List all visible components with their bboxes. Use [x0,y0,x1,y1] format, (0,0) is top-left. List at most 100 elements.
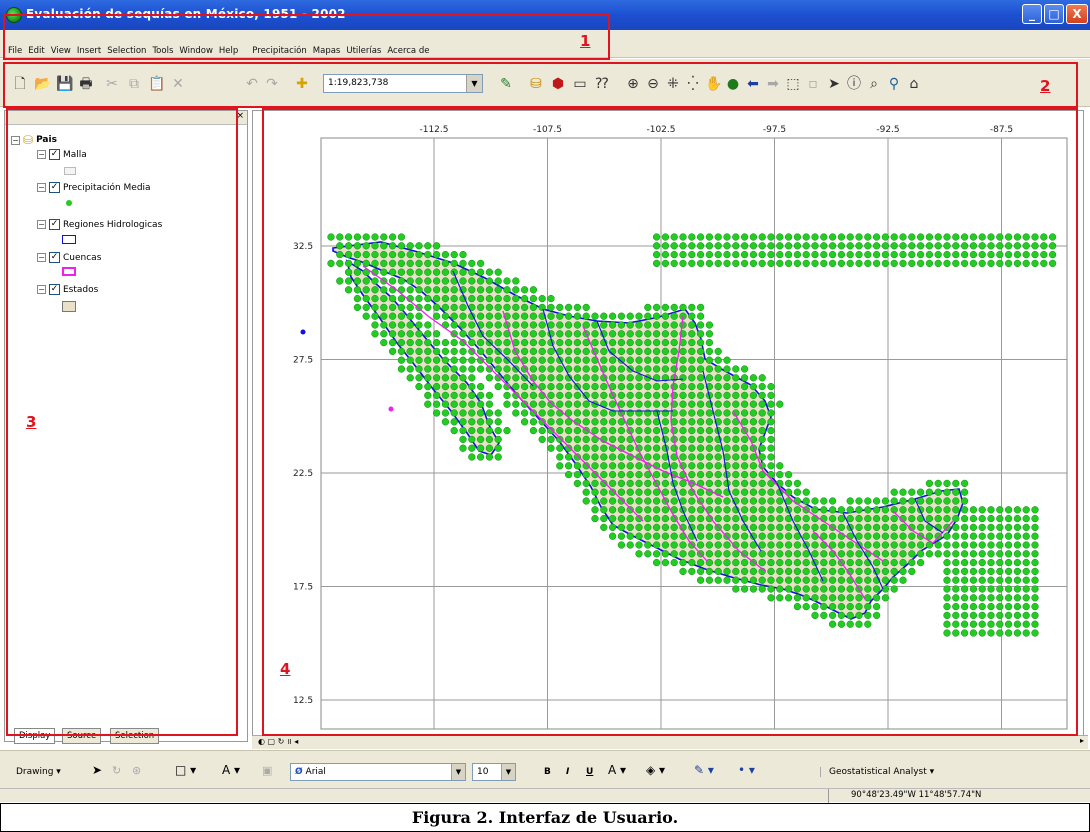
measure-icon[interactable]: ⚲ [888,76,900,92]
clear-selection-icon[interactable]: ▫ [808,76,818,92]
tab-source[interactable]: Source [62,728,102,744]
precipitation-point [705,453,714,461]
toc-layer-malla[interactable]: − ✓ Malla [37,149,87,160]
print-icon[interactable]: 🖶 [79,76,93,92]
menu-view[interactable]: View [50,46,71,56]
menu-utilerias[interactable]: Utilerías [346,46,382,56]
menu-precipitacion[interactable]: Precipitación [252,46,307,56]
menu-insert[interactable]: Insert [76,46,102,56]
forward-icon[interactable]: ➡ [767,76,779,92]
line-color-icon[interactable]: ✎ ▾ [694,763,714,777]
fixed-zoom-in-icon[interactable]: ⁜ [667,76,679,92]
zoom-whole-page-icon[interactable]: ⊛ [132,764,142,777]
menu-selection[interactable]: Selection [107,46,147,56]
collapse-icon[interactable]: − [37,220,46,229]
menu-tools[interactable]: Tools [152,46,174,56]
menu-mapas[interactable]: Mapas [312,46,341,56]
precipitation-point [503,382,511,391]
restore-button[interactable]: □ [1044,4,1064,24]
scroll-right-icon[interactable]: ▸ [1079,736,1084,745]
add-data-icon[interactable]: ✚ [296,76,308,92]
toc-root[interactable]: − ⛁ Pais [11,133,57,147]
map-view[interactable]: -112.5 -107.5 -102.5 -97.5 -92.5 -87.5 32.5 27.… [252,110,1084,740]
close-button[interactable]: X [1066,4,1088,24]
save-icon[interactable]: 💾 [56,76,74,92]
arccatalog-icon[interactable]: ⛁ [530,76,542,92]
precipitation-point [679,418,687,426]
visibility-checkbox[interactable]: ✓ [49,284,60,295]
toc-layer-regiones[interactable]: − ✓ Regiones Hidrologicas [37,219,162,230]
chevron-down-icon[interactable]: ▼ [451,764,465,780]
drawing-menu[interactable]: Drawing ▾ [16,767,61,777]
menu-window[interactable]: Window [179,46,213,56]
title-bar: Evaluación de sequías en México, 1951 - … [0,0,1090,30]
find-icon[interactable]: ⌕ [870,76,878,92]
hyperlink-icon[interactable]: ⌂ [909,76,919,92]
open-icon[interactable]: 📂 [34,76,52,92]
menu-acerca-de[interactable]: Acerca de [387,46,430,56]
text-tool-icon[interactable]: A ▾ [222,763,241,777]
toc-layer-estados[interactable]: − ✓ Estados [37,284,98,295]
italic-button[interactable]: I [566,767,570,777]
zoom-in-icon[interactable]: ⊕ [627,76,639,92]
redo-icon[interactable]: ↷ [266,76,278,92]
new-icon[interactable]: 🗋 [14,76,26,92]
undo-icon[interactable]: ↶ [246,76,258,92]
rectangle-icon[interactable]: □ ▾ [175,763,197,777]
editor-icon[interactable]: ✎ [500,76,512,92]
window-icon[interactable]: ▭ [573,76,587,92]
visibility-checkbox[interactable]: ✓ [49,252,60,263]
fill-color-icon[interactable]: ◈ ▾ [646,763,666,777]
map-scrollbar[interactable]: ◐ ▢ ↻ ॥ ◂ ▸ [252,735,1088,749]
chevron-down-icon[interactable]: ▼ [501,764,515,780]
collapse-icon[interactable]: − [37,253,46,262]
menu-help[interactable]: Help [218,46,239,56]
collapse-icon[interactable]: − [37,183,46,192]
select-elements-icon[interactable]: ➤ [92,763,103,777]
underline-button[interactable]: U [586,767,594,777]
paste-icon[interactable]: 📋 [148,76,166,92]
delete-icon[interactable]: ✕ [172,76,184,92]
precipitation-point [1013,541,1022,549]
identify-icon[interactable]: ⓘ [847,76,861,92]
chevron-down-icon[interactable]: ▼ [466,75,482,92]
arctoolbox-icon[interactable]: ⬢ [551,76,565,92]
select-features-icon[interactable]: ⬚ [786,76,800,92]
bold-button[interactable]: B [544,767,551,777]
collapse-icon[interactable]: − [11,135,20,145]
minimize-button[interactable]: _ [1022,4,1042,24]
tab-selection[interactable]: Selection [110,728,160,744]
map-scale-combo[interactable]: 1:19,823,738 ▼ [323,74,483,93]
visibility-checkbox[interactable]: ✓ [49,182,60,193]
visibility-checkbox[interactable]: ✓ [49,149,60,160]
tab-display[interactable]: Display [14,728,56,744]
new-text-icon[interactable]: ▣ [262,764,273,777]
precipitation-point [424,259,432,268]
whats-this-icon[interactable]: ⁇ [595,76,609,92]
precipitation-point [723,506,731,514]
visibility-checkbox[interactable]: ✓ [49,219,60,230]
toc-layer-precipitacion[interactable]: − ✓ Precipitación Media [37,182,151,193]
map-canvas[interactable]: -112.5 -107.5 -102.5 -97.5 -92.5 -87.532.527.… [253,111,1083,739]
cut-icon[interactable]: ✂ [106,76,118,92]
rotate-icon[interactable]: ↻ [112,764,122,777]
geostatistical-analyst-menu[interactable]: Geostatistical Analyst ▾ [820,767,934,777]
zoom-out-icon[interactable]: ⊖ [647,76,659,92]
font-size-select[interactable]: 10 ▼ [472,763,516,781]
data-view-icon[interactable]: ◐ ▢ ↻ ॥ ◂ [258,737,299,746]
collapse-icon[interactable]: − [37,285,46,294]
font-select[interactable]: Ø Arial ▼ [290,763,466,781]
collapse-icon[interactable]: − [37,150,46,159]
pan-icon[interactable]: ✋ [705,76,723,92]
full-extent-icon[interactable]: ● [726,76,740,92]
toc-layer-cuencas[interactable]: − ✓ Cuencas [37,252,101,263]
fixed-zoom-out-icon[interactable]: ⁛ [687,76,699,92]
back-icon[interactable]: ⬅ [747,76,759,92]
close-icon[interactable]: × [236,111,244,121]
menu-file[interactable]: File [8,46,23,56]
copy-icon[interactable]: ⧉ [129,76,139,92]
marker-color-icon[interactable]: • ▾ [738,763,755,777]
font-color-icon[interactable]: A ▾ [608,763,627,777]
menu-edit[interactable]: Edit [28,46,45,56]
select-elements-icon[interactable]: ➤ [828,76,840,92]
